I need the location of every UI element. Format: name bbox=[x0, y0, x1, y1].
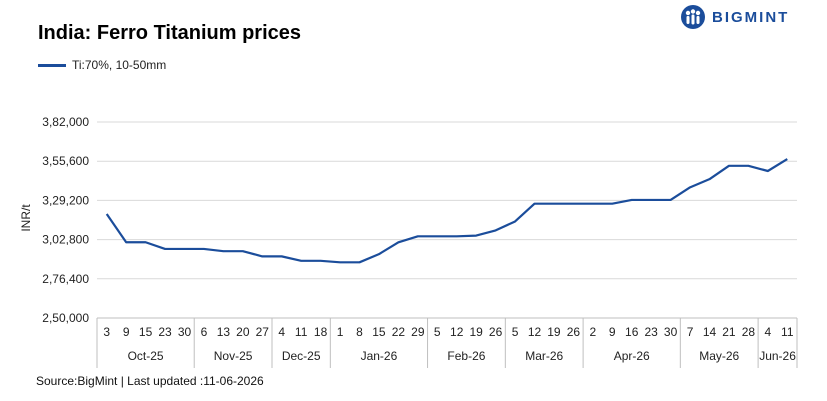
y-tick-label: 3,02,800 bbox=[42, 233, 89, 247]
x-tick-label: 21 bbox=[722, 325, 736, 339]
x-tick-label: 30 bbox=[178, 325, 192, 339]
brand-name: BIGMINT bbox=[712, 8, 790, 26]
month-label: Apr-26 bbox=[614, 349, 650, 363]
x-tick-label: 7 bbox=[687, 325, 694, 339]
bigmint-logo: BIGMINT bbox=[680, 4, 789, 30]
series-line bbox=[105, 158, 788, 264]
y-tick-label: 3,82,000 bbox=[42, 115, 89, 129]
x-tick-label: 15 bbox=[372, 325, 386, 339]
x-tick-label: 29 bbox=[411, 325, 425, 339]
grid-layer bbox=[97, 121, 797, 280]
x-tick-label: 23 bbox=[644, 325, 658, 339]
x-tick-label: 8 bbox=[356, 325, 363, 339]
y-axis-title: INR/t bbox=[19, 204, 33, 232]
x-tick-label: 27 bbox=[256, 325, 270, 339]
month-label: May-26 bbox=[699, 349, 739, 363]
x-tick-label: 5 bbox=[512, 325, 519, 339]
month-label: Feb-26 bbox=[447, 349, 485, 363]
x-tick-label: 18 bbox=[314, 325, 328, 339]
y-tick-label: 3,29,200 bbox=[42, 193, 89, 207]
x-tick-label: 11 bbox=[295, 325, 308, 339]
x-tick-label: 4 bbox=[764, 325, 771, 339]
x-tick-label: 26 bbox=[489, 325, 503, 339]
x-tick-label: 2 bbox=[589, 325, 596, 339]
month-label: Jun-26 bbox=[759, 349, 796, 363]
x-tick-label: 19 bbox=[547, 325, 561, 339]
month-label: Nov-25 bbox=[214, 349, 253, 363]
legend-label: Ti:70%, 10-50mm bbox=[72, 58, 167, 72]
axis-layer: 2,50,000 2,76,400 3,02,800 3,29,200 3,55,600… bbox=[42, 115, 798, 368]
chart-legend: Ti:70%, 10-50mm bbox=[38, 58, 166, 72]
x-tick-label: 15 bbox=[139, 325, 153, 339]
y-tick-label: 2,76,400 bbox=[42, 272, 89, 286]
x-tick-label: 3 bbox=[103, 325, 110, 339]
y-tick-label: 3,55,600 bbox=[42, 154, 89, 168]
x-tick-label: 12 bbox=[528, 325, 542, 339]
source-note: Source:BigMint | Last updated :11-06-202… bbox=[36, 374, 264, 388]
legend-swatch bbox=[38, 63, 66, 67]
x-tick-label: 12 bbox=[450, 325, 464, 339]
x-tick-label: 13 bbox=[217, 325, 231, 339]
x-tick-label: 26 bbox=[567, 325, 581, 339]
x-tick-label: 22 bbox=[392, 325, 406, 339]
x-tick-label: 30 bbox=[664, 325, 678, 339]
x-tick-label: 9 bbox=[609, 325, 616, 339]
x-tick-label: 16 bbox=[625, 325, 639, 339]
x-tick-label: 1 bbox=[337, 325, 344, 339]
series-layer bbox=[105, 158, 788, 264]
x-tick-label: 4 bbox=[278, 325, 285, 339]
x-tick-label: 5 bbox=[434, 325, 441, 339]
x-tick-label: 11 bbox=[781, 325, 794, 339]
x-tick-label: 9 bbox=[123, 325, 130, 339]
x-tick-label: 19 bbox=[469, 325, 483, 339]
people-circle-icon bbox=[681, 5, 705, 29]
y-tick-label: 2,50,000 bbox=[42, 311, 89, 325]
x-tick-label: 14 bbox=[703, 325, 717, 339]
x-tick-label: 28 bbox=[742, 325, 756, 339]
x-tick-label: 20 bbox=[236, 325, 250, 339]
month-label: Mar-26 bbox=[525, 349, 563, 363]
x-tick-label: 23 bbox=[158, 325, 172, 339]
month-label: Oct-25 bbox=[128, 349, 164, 363]
x-tick-label: 6 bbox=[201, 325, 208, 339]
month-label: Dec-25 bbox=[282, 349, 321, 363]
chart-title: India: Ferro Titanium prices bbox=[38, 22, 302, 44]
month-label: Jan-26 bbox=[361, 349, 398, 363]
